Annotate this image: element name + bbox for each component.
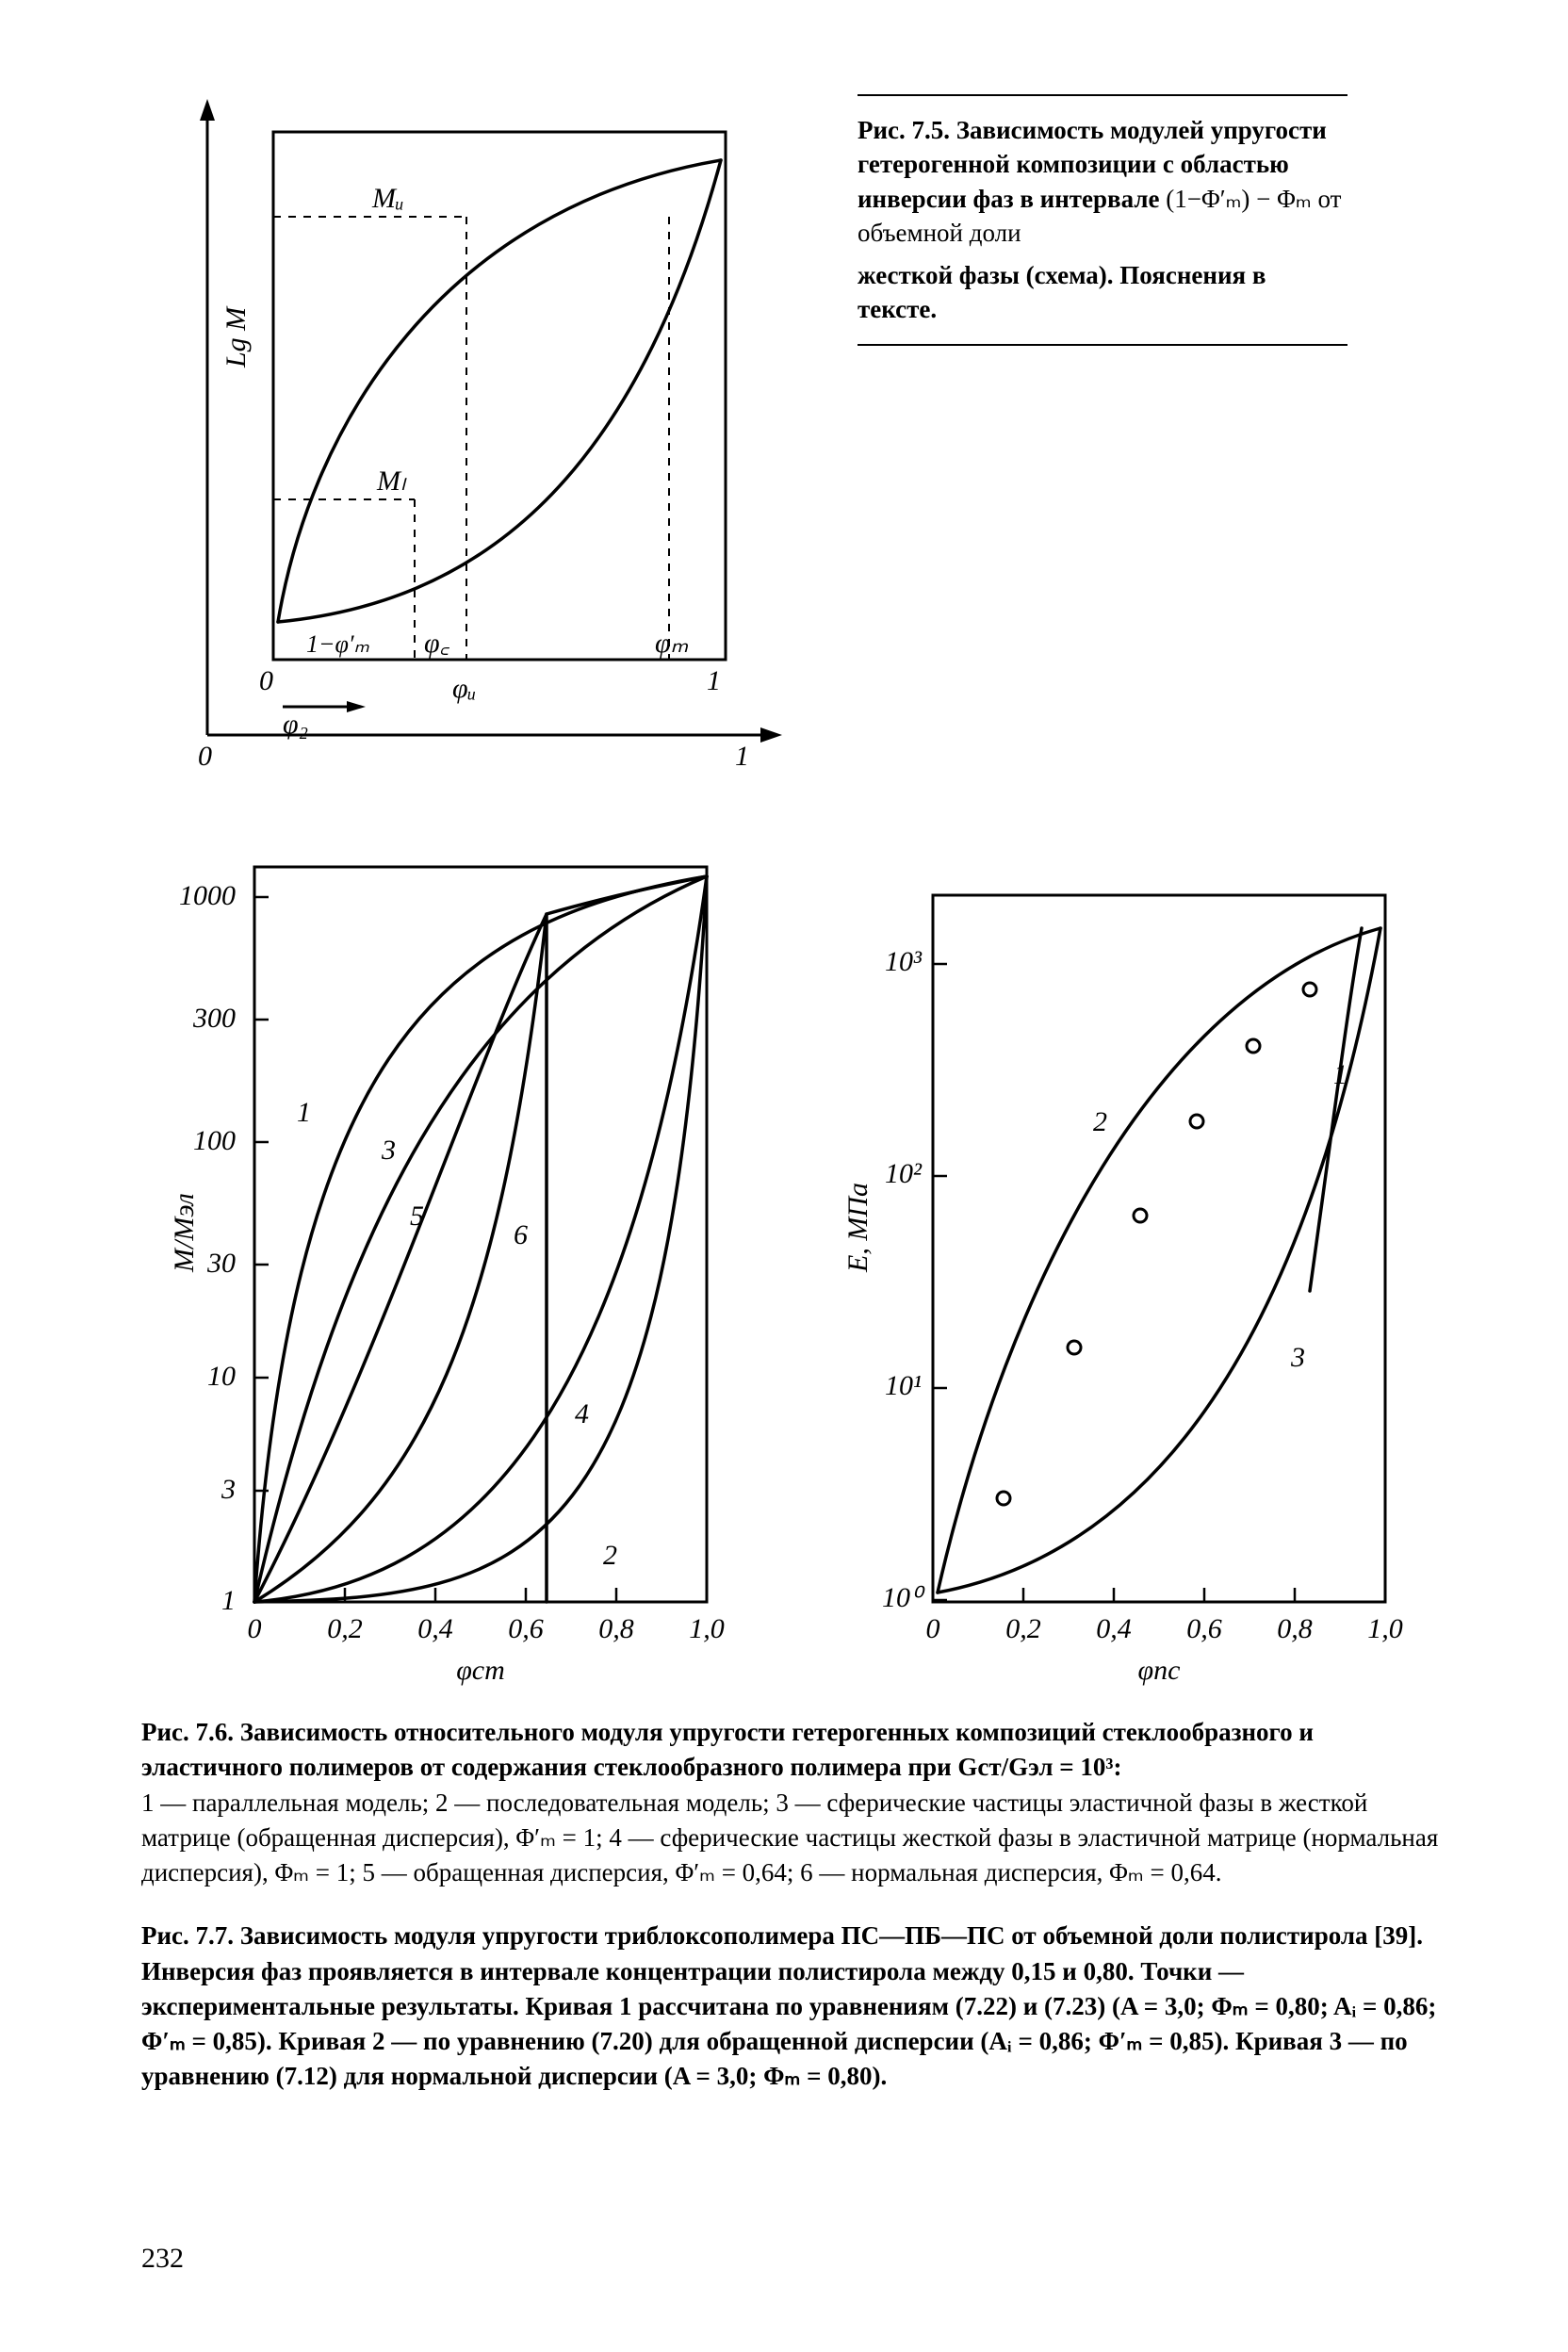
fig-7-5: 0 1 0 1 Lg M: [141, 94, 801, 773]
yt77-2: 10²: [885, 1158, 923, 1189]
cap76-body: 1 — параллельная модель; 2 — последовате…: [141, 1788, 1438, 1887]
yt76-3: 30: [206, 1248, 236, 1279]
phi-c: φ꜀: [424, 628, 450, 659]
label-Ml: Mₗ: [376, 466, 407, 497]
cap75-tail: жесткой фазы (схема). Пояснения в тексте…: [858, 261, 1266, 323]
ylabel-76: M/Mэл: [169, 1193, 200, 1273]
xt76-1: 0,2: [327, 1613, 363, 1644]
c76-1: 1: [297, 1097, 311, 1128]
fig-7-7-caption: Рис. 7.7. Зависимость модуля упругости т…: [141, 1919, 1442, 2094]
xt76-5: 1,0: [689, 1613, 725, 1644]
xt76-4: 0,8: [598, 1613, 634, 1644]
outer-one: 1: [735, 741, 749, 772]
xt76-3: 0,6: [508, 1613, 544, 1644]
xlabel-77: φпс: [1138, 1655, 1181, 1686]
phi-2: φ₂: [283, 709, 308, 740]
c76-2: 2: [603, 1540, 617, 1571]
inner-one: 1: [707, 665, 721, 696]
fig-7-6: M/Mэл 1 3 10 30 100 300 1000 0 0,2: [141, 839, 744, 1687]
cap77-text: Рис. 7.7. Зависимость модуля упругости т…: [141, 1921, 1436, 2090]
one-minus-phim: 1−φ′ₘ: [306, 630, 370, 658]
xt76-0: 0: [248, 1613, 262, 1644]
fig-7-5-caption: Рис. 7.5. Зависимость модулей упругости …: [858, 94, 1348, 346]
yt76-2: 10: [207, 1361, 236, 1392]
c76-5: 5: [410, 1200, 424, 1232]
c76-3: 3: [381, 1135, 396, 1166]
outer-zero: 0: [198, 741, 212, 772]
c76-6: 6: [514, 1219, 528, 1250]
ylabel-77: E, МПа: [842, 1183, 874, 1273]
label-Mu: Mᵤ: [371, 183, 404, 214]
fig-7-7: E, МПа 10⁰ 10¹ 10² 10³ 0 0,2 0,4 0,6 0,8…: [820, 839, 1423, 1687]
yt77-0: 10⁰: [882, 1582, 925, 1613]
yt76-0: 1: [221, 1585, 236, 1616]
fig-7-6-caption: Рис. 7.6. Зависимость относительного мод…: [141, 1715, 1442, 1890]
yt77-1: 10¹: [885, 1370, 922, 1401]
xt77-2: 0,4: [1096, 1613, 1132, 1644]
inner-zero: 0: [259, 665, 273, 696]
yt76-1: 3: [220, 1474, 236, 1505]
c77-3: 3: [1290, 1342, 1305, 1373]
xt77-1: 0,2: [1005, 1613, 1041, 1644]
xt77-3: 0,6: [1186, 1613, 1222, 1644]
ylabel-75: Lg M: [220, 305, 252, 368]
yt76-4: 100: [193, 1125, 236, 1156]
yt76-5: 300: [192, 1003, 236, 1034]
yt76-6: 1000: [179, 880, 236, 911]
phi-m: φₘ: [655, 628, 689, 659]
c77-2: 2: [1093, 1106, 1107, 1137]
c76-4: 4: [575, 1398, 589, 1429]
page-number: 232: [141, 2243, 184, 2275]
yt77-3: 10³: [885, 946, 923, 977]
xt76-2: 0,4: [417, 1613, 453, 1644]
phi-u: φᵤ: [452, 673, 476, 704]
xt77-0: 0: [926, 1613, 940, 1644]
xt77-4: 0,8: [1277, 1613, 1313, 1644]
cap76-head: Рис. 7.6. Зависимость относительного мод…: [141, 1718, 1314, 1781]
xt77-5: 1,0: [1367, 1613, 1403, 1644]
c77-1: 1: [1333, 1059, 1348, 1090]
xlabel-76: φст: [456, 1655, 505, 1686]
